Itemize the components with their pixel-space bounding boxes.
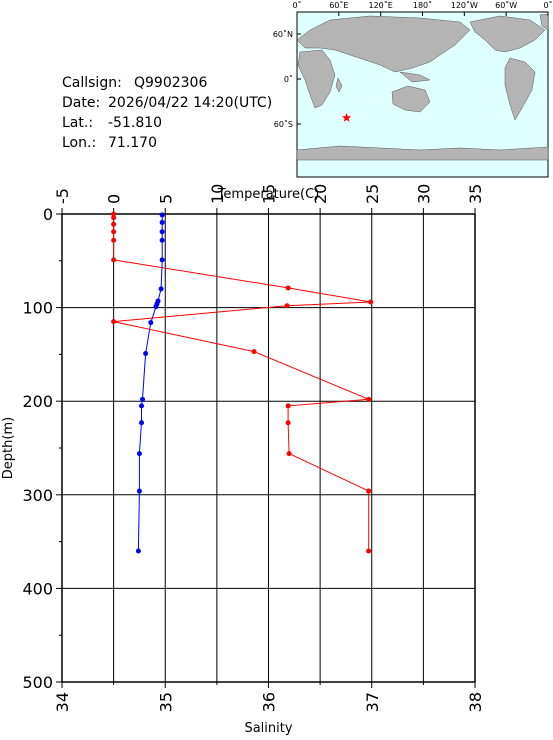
profile-point [139, 420, 145, 426]
map-tick-label: 60˚W [495, 0, 517, 10]
x-tick-label: 5 [156, 194, 175, 204]
y-tick-label: 500 [22, 673, 53, 692]
profile-point [148, 320, 154, 326]
profile-point [159, 237, 165, 243]
map-tick-label: 60˚S [274, 119, 293, 129]
map-tick-label: 0˚ [284, 74, 293, 84]
map: 0˚ 60˚E 120˚E 180˚ 120˚W 60˚W 0˚ 60˚N 0˚ 60˚S [273, 0, 553, 178]
y-tick-label: 100 [22, 299, 53, 318]
profile-point [366, 396, 372, 402]
info-value: Q9902306 [134, 75, 207, 91]
profile-point [135, 548, 141, 554]
profile-point [140, 396, 146, 402]
profile-point [159, 229, 165, 235]
profile-point [286, 451, 292, 457]
map-tick-label: 60˚N [273, 29, 293, 39]
profile-point [143, 350, 149, 356]
map-tick-label: 180˚ [413, 0, 432, 10]
plot-frame [61, 213, 476, 683]
x-tick-label: 0 [105, 194, 124, 204]
map-tick-label: 120˚E [369, 0, 393, 10]
x-tick-label: -5 [53, 188, 72, 204]
profile-point [366, 548, 372, 554]
profile-point [111, 211, 117, 217]
x-tick-label: 25 [363, 184, 382, 204]
profile-point [139, 403, 145, 409]
profile-point [159, 212, 165, 218]
profile-point [285, 420, 291, 426]
profile-point [136, 488, 142, 494]
x-tick-label: 10 [208, 184, 227, 204]
x2-tick-label: 35 [156, 692, 175, 712]
station-info: Callsign: Q9902306 Date: 2026/04/22 14:20(U… [62, 75, 272, 151]
info-value: 71.170 [108, 135, 157, 151]
y-axis-title: Depth(m) [1, 417, 16, 479]
x2-tick-label: 38 [466, 692, 485, 712]
map-tick-label: 0˚ [543, 0, 552, 10]
y-tick-label: 0 [43, 205, 53, 224]
info-label: Callsign: [62, 75, 122, 91]
station-marker [341, 112, 352, 122]
x2-tick-label: 37 [363, 692, 382, 712]
profile-point [368, 299, 374, 305]
profile-point [366, 488, 372, 494]
bottom-axis-title: Salinity [244, 721, 292, 736]
map-tick-label: 120˚W [451, 0, 478, 10]
profile-point [251, 349, 257, 355]
x-tick-label: 30 [414, 184, 433, 204]
profile-point [111, 237, 117, 243]
x2-tick-label: 36 [260, 692, 279, 712]
x-tick-label: 15 [260, 184, 279, 204]
y-tick-label: 400 [22, 579, 53, 598]
info-value: -51.810 [108, 115, 162, 131]
x-tick-label: 20 [311, 184, 330, 204]
profile-point [285, 403, 291, 409]
profile-point [111, 221, 117, 227]
y-tick-label: 300 [22, 486, 53, 505]
profile-point [159, 257, 165, 263]
x2-tick-label: 34 [53, 692, 72, 712]
map-tick-label: 60˚E [329, 0, 348, 10]
profile-point [285, 285, 291, 291]
profile-point [111, 257, 117, 263]
profile-point [158, 286, 164, 292]
profile-line [113, 214, 371, 551]
y-tick-label: 200 [22, 392, 53, 411]
map-axes: 0˚ 60˚E 120˚E 180˚ 120˚W 60˚W 0˚ 60˚N 0˚ 60˚S [273, 0, 553, 129]
info-label: Date: [62, 95, 100, 111]
land [296, 13, 549, 161]
profile-point [159, 219, 165, 225]
map-tick-label: 0˚ [292, 0, 301, 10]
profile-point [111, 215, 117, 221]
x-tick-label: 35 [466, 184, 485, 204]
profile-point [111, 319, 117, 325]
profile-point [136, 451, 142, 457]
profile-point [284, 303, 290, 309]
top-axis-title: Temperature(C) [217, 187, 320, 202]
info-label: Lat.: [62, 115, 93, 131]
info-label: Lon.: [62, 135, 96, 151]
profile-point [111, 229, 117, 235]
info-value: 2026/04/22 14:20(UTC) [108, 95, 272, 111]
profile-point [153, 304, 159, 310]
